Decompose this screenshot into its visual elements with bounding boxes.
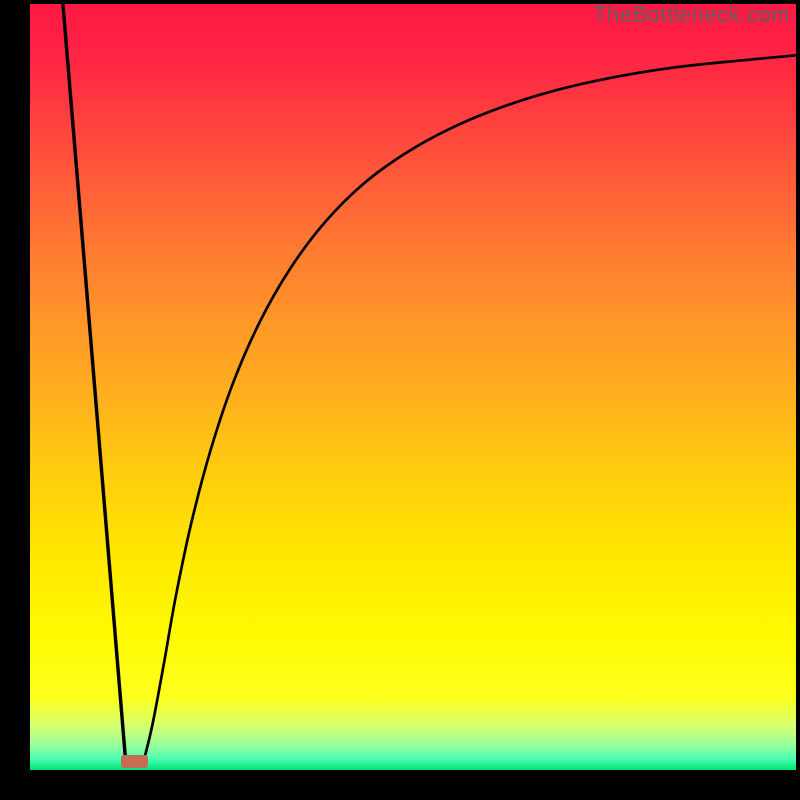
dip-marker [121, 755, 148, 767]
plot-area [30, 4, 796, 770]
curve-layer [30, 4, 796, 770]
left-descent-line [63, 4, 126, 762]
right-rising-curve [143, 55, 796, 762]
watermark-text: TheBottleneck.com [593, 2, 790, 28]
chart-frame: TheBottleneck.com [0, 0, 800, 800]
